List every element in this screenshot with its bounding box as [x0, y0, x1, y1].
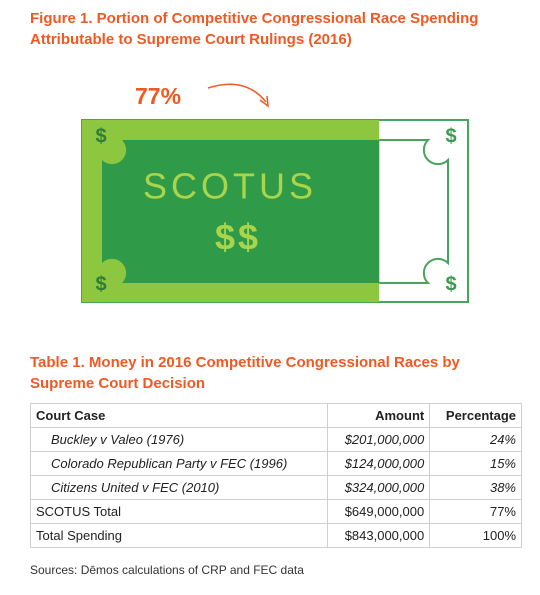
table-row: Total Spending $843,000,000 100% — [30, 523, 522, 548]
table-cell: $124,000,000 — [326, 451, 431, 476]
value-label: 77% — [135, 83, 181, 109]
figure-title: Figure 1. Portion of Competitive Congres… — [30, 10, 479, 48]
table-cell: 38% — [429, 475, 522, 500]
corner-symbol: $ — [445, 273, 456, 295]
corner-symbol: $ — [445, 125, 456, 147]
table-cell: $843,000,000 — [326, 523, 431, 548]
header-row: Court Case Amount Percentage — [30, 403, 522, 428]
center-text: SCOTUS — [143, 166, 317, 207]
figure: $$$$SCOTUS$$77% — [81, 83, 469, 303]
arrow-head — [259, 95, 269, 108]
table-cell: 15% — [429, 451, 522, 476]
table-title: Table 1. Money in 2016 Competitive Congr… — [30, 354, 460, 392]
table-cell: SCOTUS Total — [30, 499, 328, 524]
table-cell: Citizens United v FEC (2010) — [30, 475, 328, 500]
table-cell: $201,000,000 — [326, 427, 431, 452]
column-header: Percentage — [429, 403, 522, 428]
table-cell: 100% — [429, 523, 522, 548]
source: Sources: Dēmos calculations of CRP and F… — [30, 563, 304, 577]
inner-border — [379, 139, 449, 284]
table-cell: 24% — [429, 427, 522, 452]
sub-text: $$ — [215, 217, 261, 258]
table-cell: $649,000,000 — [326, 499, 431, 524]
table-row: Citizens United v FEC (2010) $324,000,000… — [30, 475, 522, 500]
column-header: Court Case — [30, 403, 328, 428]
table: Court Case Amount Percentage Buckley v Vale… — [30, 403, 522, 548]
table-row: Buckley v Valeo (1976) $201,000,000 24% — [30, 427, 522, 452]
table-cell: Total Spending — [30, 523, 328, 548]
table-row: Colorado Republican Party v FEC (1996) $1… — [30, 451, 522, 476]
column-header: Amount — [326, 403, 431, 428]
table-cell: $324,000,000 — [326, 475, 431, 500]
corner-symbol: $ — [95, 273, 106, 295]
corner-symbol: $ — [95, 125, 106, 147]
table-cell: Buckley v Valeo (1976) — [30, 427, 328, 452]
table-row: SCOTUS Total $649,000,000 77% — [30, 499, 522, 524]
table-cell: 77% — [429, 499, 522, 524]
table-cell: Colorado Republican Party v FEC (1996) — [30, 451, 328, 476]
arrow — [207, 83, 267, 103]
inner-panel — [102, 140, 380, 283]
